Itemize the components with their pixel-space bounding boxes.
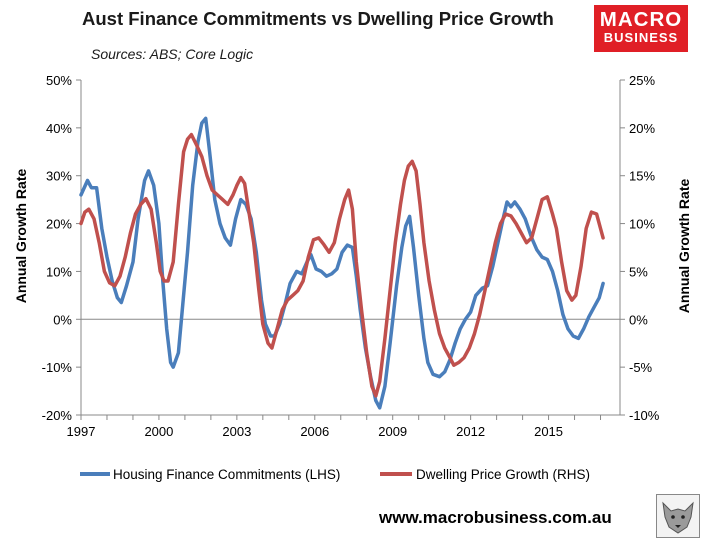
y-tick-label-left: -20% (42, 408, 73, 423)
brand-logo: MACRO BUSINESS (594, 5, 688, 52)
x-tick-label: 2006 (300, 424, 329, 439)
y-tick-label-left: 50% (46, 73, 72, 88)
logo-line-1: MACRO (599, 8, 683, 31)
series-line-dwelling-prices (79, 132, 605, 398)
x-tick-label: 2000 (144, 424, 173, 439)
y-tick-label-left: 30% (46, 169, 72, 184)
legend: Housing Finance Commitments (LHS) Dwelli… (80, 467, 590, 482)
x-tick-label: 2009 (378, 424, 407, 439)
series-line-finance-commitments (79, 116, 605, 410)
y-tick-label-right: 15% (629, 169, 655, 184)
y-tick-label-right: -10% (629, 408, 660, 423)
logo-line-2: BUSINESS (603, 30, 679, 45)
y-tick-label-right: 25% (629, 73, 655, 88)
y-tick-label-left: 0% (53, 312, 72, 327)
x-tick-label: 1997 (67, 424, 96, 439)
legend-label-finance: Housing Finance Commitments (LHS) (113, 467, 340, 482)
y-tick-label-right: 10% (629, 217, 655, 232)
wolf-icon (656, 494, 700, 538)
y-tick-label-right: 20% (629, 121, 655, 136)
y-tick-label-left: -10% (42, 360, 73, 375)
x-tick-label: 2015 (534, 424, 563, 439)
legend-label-prices: Dwelling Price Growth (RHS) (416, 467, 590, 482)
x-tick-label: 2012 (456, 424, 485, 439)
y-tick-label-right: 5% (629, 264, 648, 279)
y-tick-label-left: 40% (46, 121, 72, 136)
y-tick-label-right: -5% (629, 360, 653, 375)
chart-title: Aust Finance Commitments vs Dwelling Pri… (82, 8, 554, 29)
chart-subtitle: Sources: ABS; Core Logic (91, 46, 254, 62)
y-tick-label-right: 0% (629, 312, 648, 327)
x-tick-label: 2003 (222, 424, 251, 439)
y-axis-label-right: Annual Growth Rate (676, 179, 692, 314)
y-tick-label-left: 20% (46, 217, 72, 232)
y-tick-label-left: 10% (46, 264, 72, 279)
y-axis-label-left: Annual Growth Rate (13, 169, 29, 304)
website-url: www.macrobusiness.com.au (379, 508, 612, 527)
